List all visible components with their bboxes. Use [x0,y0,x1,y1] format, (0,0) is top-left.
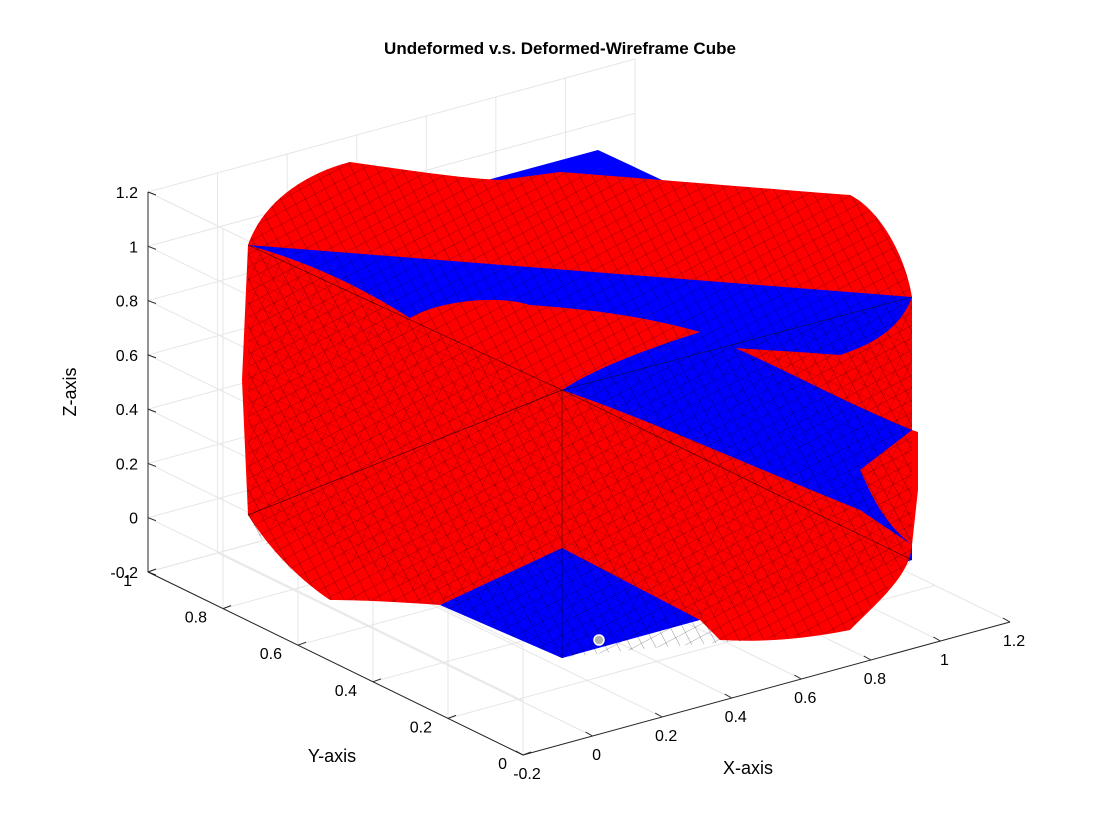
z-tick-mark [147,300,157,305]
axes-lines [147,192,1011,756]
x-tick-mark [654,712,663,718]
z-tick-label: -0.2 [110,565,138,582]
x-tick-label: 0.4 [725,709,747,726]
surface-edge-3 [247,389,913,561]
z-tick-label: 0.6 [116,348,138,365]
y-tick-mark [447,714,457,719]
x-axis-line [522,621,1011,756]
x-tick-mark [794,674,802,680]
z-tick-label: 1.2 [116,185,138,202]
z-tick-mark [147,462,157,467]
chart-title: Undeformed v.s. Deformed-Wireframe Cube [384,39,736,58]
y-tick-label: 0.6 [260,646,282,663]
z-tick-mark [147,517,157,522]
x-tick-mark [933,636,941,642]
z-tick-labels: -0.2 0 0.2 0.4 0.6 0.8 1 1.2 [110,185,157,582]
x-tick-label: -0.2 [513,766,541,783]
z-tick-label: 0 [129,511,138,528]
surface-plot [242,150,918,658]
x-tick-label: 0.6 [794,690,816,707]
x-tick-mark [585,731,593,737]
y-axis-label: Y-axis [308,746,356,766]
y-tick-labels: 0 0.2 0.4 0.6 0.8 1 [123,568,532,773]
grid-line [217,552,593,737]
x-tick-labels: -0.2 0 0.2 0.4 0.6 0.8 1 1.2 [513,617,1025,783]
x-tick-label: 1 [940,652,949,669]
x-tick-mark [724,693,732,699]
y-tick-label: 1 [123,573,132,590]
y-tick-mark [372,678,382,683]
z-tick-label: 0.4 [116,402,138,419]
y-tick-mark [147,568,157,573]
x-tick-label: 0.2 [655,728,677,745]
x-tick-label: 1.2 [1003,633,1025,650]
grid-line [147,58,636,193]
z-tick-label: 0.8 [116,294,138,311]
y-tick-mark [297,641,307,646]
z-tick-mark [147,354,157,359]
y-tick-mark [522,751,532,756]
z-tick-mark [147,191,157,196]
y-tick-label: 0 [498,756,507,773]
z-tick-mark [147,245,157,250]
z-tick-label: 0.2 [116,456,138,473]
z-axis-label: Z-axis [60,368,80,417]
z-tick-mark [147,571,157,576]
grid-line [147,517,524,702]
y-axis-line [147,571,524,756]
mesh-overlay-cross [248,245,912,658]
x-tick-mark [863,655,872,661]
x-tick-mark [1002,617,1011,623]
data-marker [593,634,605,646]
z-tick-mark [147,408,157,413]
y-tick-label: 0.4 [335,683,357,700]
x-tick-label: 0 [592,747,601,764]
x-tick-mark [515,750,524,756]
y-tick-label: 0.2 [410,719,432,736]
y-tick-mark [222,605,232,610]
z-tick-label: 1 [129,239,138,256]
y-tick-label: 0.8 [185,610,207,627]
x-axis-label: X-axis [723,758,773,778]
x-tick-label: 0.8 [864,671,886,688]
